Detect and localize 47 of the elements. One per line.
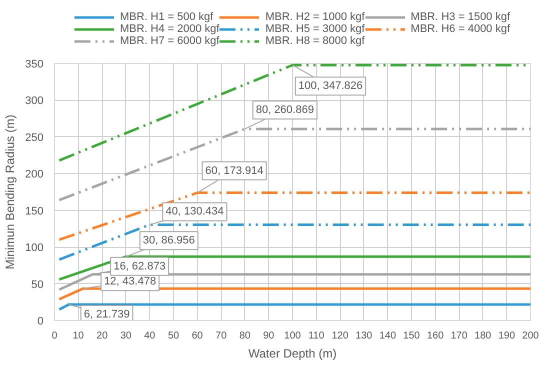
annotation: 16, 62.873 <box>114 260 166 272</box>
x-tick-label: 0 <box>52 330 58 342</box>
legend-label: MBR. H3 = 1500 kgf <box>410 11 510 23</box>
y-tick-label: 300 <box>25 95 44 108</box>
y-tick-label: 150 <box>25 205 44 218</box>
x-tick-label: 100 <box>284 330 302 342</box>
legend-label: MBR. H7 = 6000 kgf <box>120 35 220 47</box>
x-tick-label: 60 <box>192 330 204 342</box>
x-tick-label: 180 <box>474 330 492 342</box>
legend-label: MBR. H8 = 8000 kgf <box>265 35 365 47</box>
x-tick-label: 160 <box>426 330 444 342</box>
x-tick-label: 190 <box>498 330 516 342</box>
x-tick-label: 140 <box>379 330 396 342</box>
x-tick-label: 110 <box>308 330 325 342</box>
annotation: 80, 260.869 <box>256 104 314 116</box>
x-tick-label: 40 <box>144 330 156 342</box>
legend-label: MBR. H6 = 4000 kgf <box>410 23 510 35</box>
x-tick-label: 200 <box>522 330 540 342</box>
x-tick-label: 70 <box>216 330 228 342</box>
x-tick-label: 20 <box>96 330 108 342</box>
x-tick-label: 150 <box>403 330 420 342</box>
annotation: 6, 21.739 <box>84 308 130 321</box>
y-tick-label: 250 <box>25 132 44 144</box>
annotation: 60, 173.914 <box>205 164 264 177</box>
x-tick-label: 50 <box>168 330 180 342</box>
x-axis-title: Water Depth (m) <box>248 346 337 360</box>
annotation: 40, 130.434 <box>166 206 224 218</box>
legend-label: MBR. H2 = 1000 kgf <box>265 11 365 23</box>
y-tick-label: 100 <box>25 242 44 254</box>
y-tick-label: 350 <box>25 58 44 70</box>
y-axis-title: Minimun Bending Radius (m) <box>3 114 18 270</box>
x-tick-label: 130 <box>356 330 373 342</box>
y-tick-label: 200 <box>25 168 44 181</box>
annotation: 30, 86.956 <box>142 234 195 247</box>
x-tick-label: 80 <box>239 330 251 342</box>
legend-label: MBR. H1 = 500 kgf <box>120 11 214 23</box>
annotation: 100, 347.826 <box>298 80 363 92</box>
y-tick-label: 0 <box>37 316 44 328</box>
x-tick-label: 120 <box>332 330 349 342</box>
annotation: 12, 43.478 <box>104 276 156 288</box>
x-tick-label: 30 <box>120 330 132 342</box>
y-tick-label: 50 <box>31 278 44 291</box>
x-tick-label: 10 <box>72 330 84 342</box>
x-tick-label: 170 <box>450 330 468 342</box>
legend-label: MBR. H5 = 3000 kgf <box>265 23 365 35</box>
legend-label: MBR. H4 = 2000 kgf <box>120 23 220 35</box>
x-tick-label: 90 <box>263 330 275 342</box>
